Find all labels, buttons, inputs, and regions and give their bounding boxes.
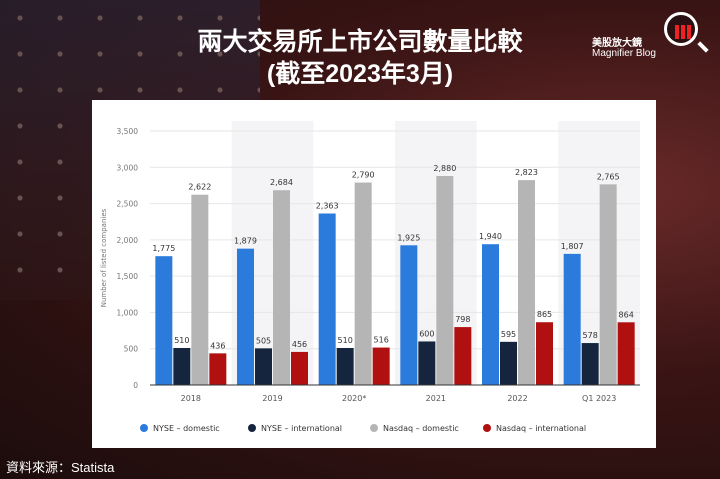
- data-label: 510: [174, 336, 189, 345]
- bar: [518, 180, 535, 385]
- data-label: 578: [583, 331, 598, 340]
- x-tick-label: 2021: [426, 394, 446, 403]
- bar: [318, 213, 336, 385]
- bar: [155, 256, 173, 385]
- y-tick-label: 0: [133, 381, 138, 390]
- x-tick-label: 2022: [507, 394, 527, 403]
- y-tick-label: 3,500: [117, 127, 139, 136]
- data-label: 2,622: [188, 183, 211, 192]
- logo-cn: 美股放大鏡: [592, 38, 642, 49]
- bar: [173, 347, 191, 385]
- bar: [482, 244, 499, 385]
- data-label: 436: [210, 341, 225, 350]
- legend-label: Nasdaq – international: [496, 424, 586, 433]
- legend-marker: [370, 424, 378, 432]
- y-tick-label: 2,000: [117, 236, 139, 245]
- magnifier-icon: [664, 12, 698, 46]
- bar: [400, 245, 418, 385]
- x-tick-label: 2019: [262, 394, 282, 403]
- data-label: 1,807: [561, 242, 584, 251]
- logo-en: Magnifier Blog: [592, 48, 656, 59]
- bar: [599, 184, 617, 385]
- legend-marker: [140, 424, 148, 432]
- data-label: 865: [537, 310, 552, 319]
- data-label: 1,775: [152, 244, 175, 253]
- x-tick-label: 2018: [181, 394, 201, 403]
- data-label: 600: [419, 329, 434, 338]
- bar: [273, 190, 290, 385]
- bar: [237, 248, 254, 385]
- bar: [563, 253, 581, 385]
- bar: [372, 347, 390, 385]
- bar: [418, 341, 436, 385]
- page-subtitle: (截至2023年3月): [266, 60, 454, 88]
- data-label: 595: [501, 330, 516, 339]
- chart-card: 0 500 1,000 1,500 2,000 2,500 3,000 3,500 Number…: [92, 100, 656, 448]
- legend-label: NYSE – international: [261, 424, 342, 433]
- data-label: 2,684: [270, 178, 293, 187]
- y-tick-label: 3,000: [117, 163, 139, 172]
- data-label: 798: [455, 315, 470, 324]
- data-label: 2,823: [515, 168, 538, 177]
- data-label: 2,765: [597, 172, 620, 181]
- data-label: 2,363: [316, 202, 339, 211]
- bar: [617, 322, 635, 385]
- data-label: 2,790: [352, 171, 375, 180]
- bar: [336, 347, 354, 385]
- x-tick-label: 2020*: [342, 394, 366, 403]
- bar: [255, 348, 272, 385]
- data-label: 456: [292, 340, 307, 349]
- bar: [191, 194, 209, 385]
- bar: [209, 353, 227, 385]
- data-label: 2,880: [433, 164, 456, 173]
- bar: [291, 351, 308, 385]
- bar: [454, 327, 472, 385]
- bar: [500, 341, 517, 385]
- y-tick-label: 2,500: [117, 200, 139, 209]
- y-tick-label: 500: [124, 345, 139, 354]
- page-title: 兩大交易所上市公司數量比較: [197, 28, 523, 56]
- data-label: 510: [338, 336, 353, 345]
- legend-marker: [483, 424, 491, 432]
- source-note: 資料來源：Statista: [6, 460, 115, 475]
- legend-label: NYSE – domestic: [153, 424, 220, 433]
- data-label: 1,879: [234, 237, 257, 246]
- x-tick-label: Q1 2023: [582, 394, 616, 403]
- data-label: 1,940: [479, 232, 502, 241]
- data-label: 864: [619, 310, 634, 319]
- data-label: 505: [256, 336, 271, 345]
- bar: [436, 175, 454, 385]
- legend-marker: [248, 424, 256, 432]
- data-label: 516: [374, 336, 389, 345]
- y-tick-label: 1,000: [117, 308, 139, 317]
- legend-label: Nasdaq – domestic: [383, 424, 459, 433]
- bar: [581, 343, 599, 385]
- bar-chart: 0 500 1,000 1,500 2,000 2,500 3,000 3,500 Number…: [100, 121, 640, 433]
- magnifier-blog-logo: 美股放大鏡 Magnifier Blog: [592, 8, 712, 60]
- bar: [354, 182, 372, 385]
- bar: [536, 322, 553, 385]
- y-axis-label: Number of listed companies: [100, 208, 108, 307]
- data-label: 1,925: [397, 233, 420, 242]
- y-tick-label: 1,500: [117, 272, 139, 281]
